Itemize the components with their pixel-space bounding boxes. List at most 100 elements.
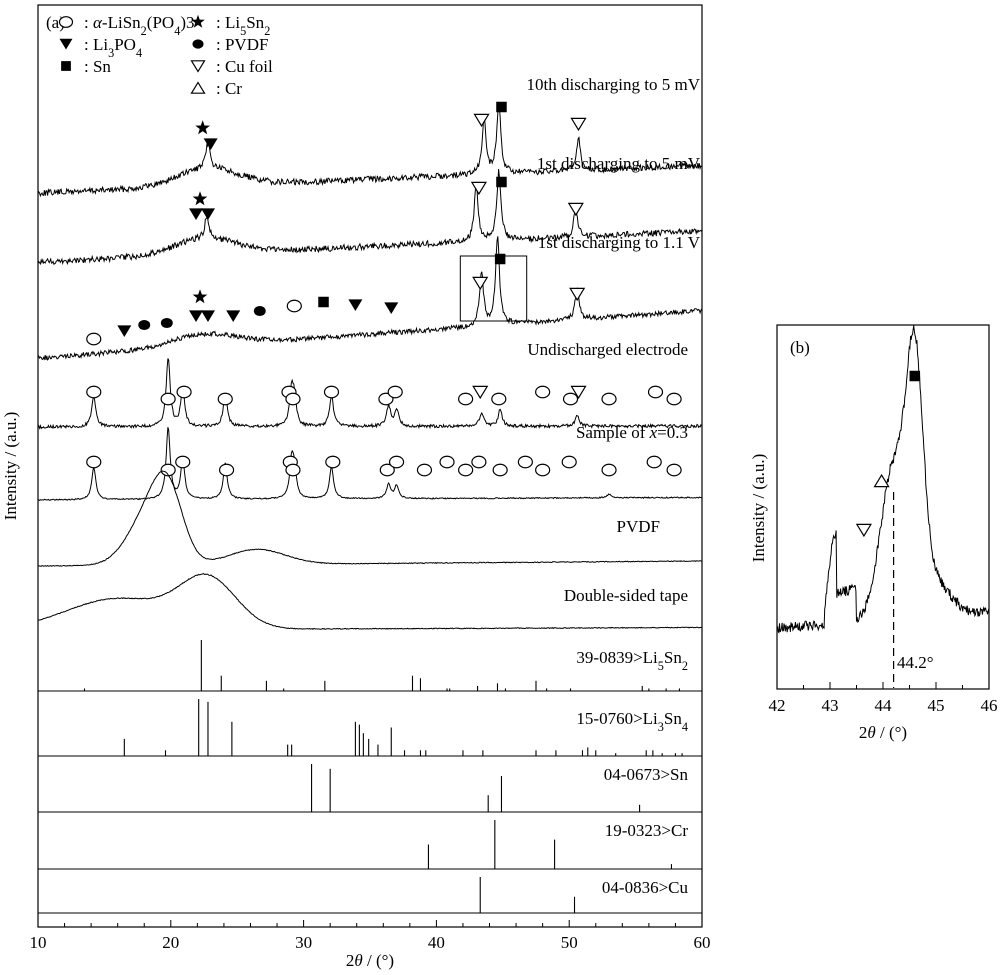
triangle-down-open-marker — [569, 203, 583, 215]
triangle-down-filled-marker — [348, 299, 362, 311]
circle-open-marker — [87, 386, 101, 397]
circle-open-marker — [602, 464, 616, 475]
circle-filled-marker — [138, 320, 150, 330]
circle-open-marker — [602, 393, 616, 404]
triangle-down-filled-marker — [384, 302, 398, 314]
circle-filled-marker — [254, 306, 266, 316]
series-double-sided-tape: Double-sided tape — [38, 574, 702, 630]
triangle-down-filled-marker — [60, 39, 73, 50]
x-tick-label-b: 44 — [875, 696, 893, 715]
circle-open-marker — [161, 393, 175, 404]
series-label: 1st discharging to 5 mV — [537, 154, 701, 173]
circle-open-marker — [388, 386, 402, 397]
square-filled-marker — [496, 102, 507, 113]
reference-15-0760-li3sn4: 15-0760>Li3Sn4 — [38, 691, 702, 756]
circle-filled-marker — [161, 318, 173, 328]
panel-a: (a) Intensity / (a.u.) : α-LiSn2(PO4)3: … — [1, 5, 711, 970]
circle-open-marker — [324, 386, 338, 397]
xrd-curve — [38, 359, 702, 429]
legend-entry-sn: : Sn — [61, 57, 111, 76]
series-sample-of-x-0-3: Sample of x=0.3 — [38, 423, 702, 500]
x-axis-a: 10 20 30 40 50 60 — [30, 920, 711, 952]
star-marker — [195, 120, 210, 134]
circle-open-marker — [667, 464, 681, 475]
circle-open-marker — [440, 456, 454, 467]
circle-open-marker — [60, 17, 73, 28]
circle-open-marker — [87, 456, 101, 467]
star-marker — [193, 191, 208, 205]
x-tick-label-b: 46 — [981, 696, 998, 715]
circle-open-marker — [390, 456, 404, 467]
triangle-down-open-marker — [473, 386, 487, 398]
circle-open-marker — [536, 386, 550, 397]
reference-label: 15-0760>Li3Sn4 — [576, 709, 688, 734]
series-label: 10th discharging to 5 mV — [527, 75, 701, 94]
triangle-down-open-marker — [857, 524, 871, 536]
panel-a-frame — [38, 5, 702, 927]
x-tick-label-b: 42 — [769, 696, 786, 715]
circle-open-marker — [647, 456, 661, 467]
triangle-down-filled-marker — [201, 310, 215, 322]
series-pvdf: PVDF — [38, 471, 702, 566]
square-filled-marker — [496, 177, 507, 188]
triangle-up-open-marker — [875, 475, 889, 487]
circle-open-marker — [286, 393, 300, 404]
circle-open-marker — [220, 464, 234, 475]
xrd-curve — [38, 102, 702, 196]
x-tick-label: 10 — [30, 933, 47, 952]
xrd-curve — [38, 471, 702, 566]
series-label: Undischarged electrode — [527, 340, 688, 359]
reference-19-0323-cr: 19-0323>Cr — [38, 812, 702, 869]
triangle-down-filled-marker — [226, 310, 240, 322]
legend-label: : PVDF — [216, 35, 268, 54]
panel-b-y-axis-label: Intensity / (a.u.) — [749, 454, 768, 563]
square-filled-marker — [910, 371, 921, 382]
square-filled-marker — [61, 61, 71, 71]
reference-label: 04-0673>Sn — [604, 765, 689, 784]
circle-open-marker — [536, 464, 550, 475]
triangle-down-filled-marker — [189, 310, 203, 322]
x-tick-label-b: 45 — [928, 696, 945, 715]
x-tick-label: 20 — [162, 933, 179, 952]
zoom-box — [460, 256, 526, 321]
x-tick-label: 50 — [561, 933, 578, 952]
reference-39-0839-li5sn2: 39-0839>Li5Sn2 — [38, 640, 702, 691]
reference-04-0673-sn: 04-0673>Sn — [38, 756, 702, 812]
triangle-down-open-marker — [473, 277, 487, 289]
legend-label: : Cr — [216, 79, 242, 98]
reference-label: 04-0836>Cu — [602, 878, 689, 897]
triangle-down-open-marker — [570, 288, 584, 300]
x-tick-label: 30 — [295, 933, 312, 952]
circle-open-marker — [218, 393, 232, 404]
triangle-up-open-marker — [192, 82, 205, 93]
series-label: Sample of x=0.3 — [576, 423, 688, 442]
circle-open-marker — [518, 456, 532, 467]
x-tick-label: 60 — [694, 933, 711, 952]
circle-open-marker — [667, 393, 681, 404]
series-10th-discharging-to-5-mv: 10th discharging to 5 mV — [38, 75, 702, 196]
zoom-curve — [777, 326, 989, 688]
circle-open-marker — [177, 386, 191, 397]
circle-open-marker — [493, 464, 507, 475]
circle-open-marker — [459, 393, 473, 404]
circle-open-marker — [649, 386, 663, 397]
panel-b: (b) Intensity / (a.u.) 42 43 44 45 46 44.2° … — [749, 325, 998, 742]
triangle-down-open-marker — [475, 114, 489, 126]
series-undischarged-electrode: Undischarged electrode — [38, 340, 702, 428]
triangle-down-filled-marker — [189, 208, 203, 220]
x-tick-label-b: 43 — [822, 696, 839, 715]
circle-open-marker — [417, 464, 431, 475]
legend-entry-cu-foil: : Cu foil — [192, 57, 273, 76]
panel-b-label: (b) — [790, 338, 810, 357]
diffraction-curves: 10th discharging to 5 mV 1st discharging … — [38, 75, 702, 629]
circle-open-marker — [459, 464, 473, 475]
legend-entry-pvdf: : PVDF — [192, 35, 268, 54]
annotation-44-2: 44.2° — [897, 653, 934, 672]
reference-label: 39-0839>Li5Sn2 — [576, 648, 688, 673]
reference-label: 19-0323>Cr — [605, 821, 689, 840]
triangle-down-filled-marker — [204, 138, 218, 150]
circle-open-marker — [562, 456, 576, 467]
square-filled-marker — [318, 297, 329, 308]
circle-open-marker — [287, 300, 301, 311]
circle-open-marker — [326, 456, 340, 467]
